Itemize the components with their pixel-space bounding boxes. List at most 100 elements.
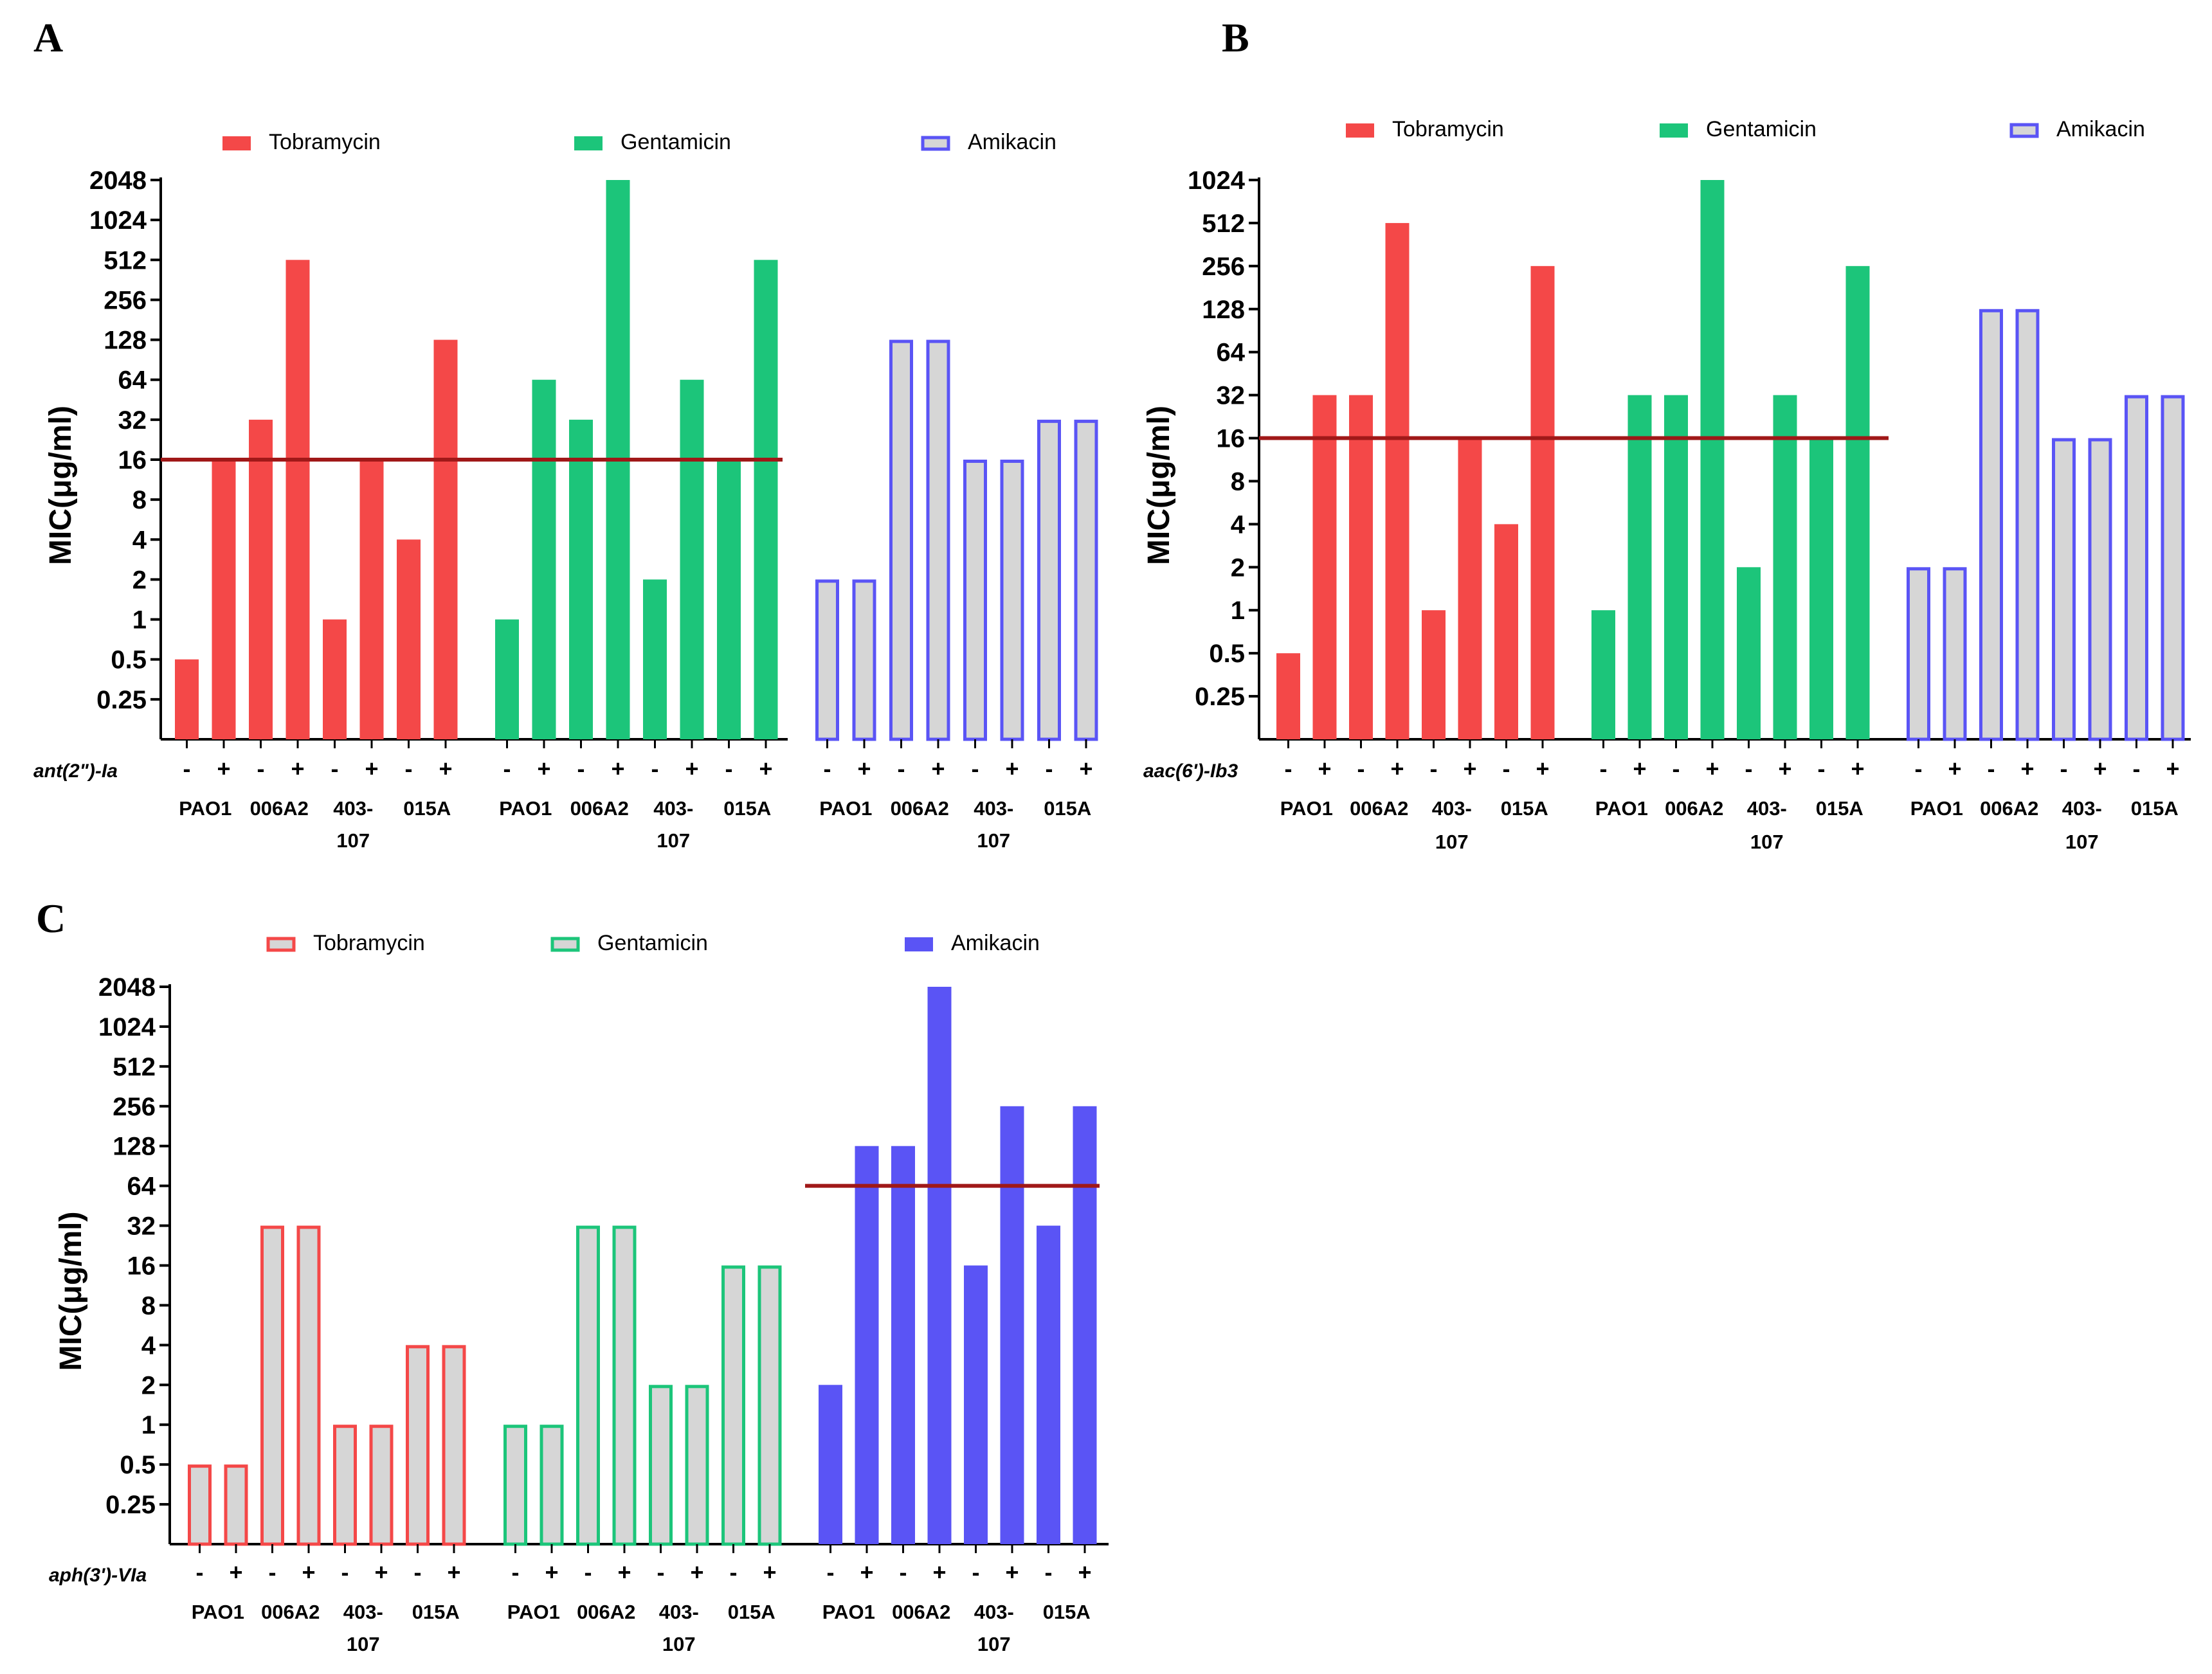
strain-label: 006A2: [892, 1601, 950, 1623]
bar-tobramycin: [1494, 524, 1518, 739]
y-axis-title: MIC(μg/ml): [54, 1212, 88, 1371]
bar-tobramycin: [397, 539, 421, 739]
pm-label: -: [341, 1559, 349, 1585]
y-tick-label: 1024: [1188, 166, 1246, 195]
legend-label-gentamicin: Gentamicin: [1706, 117, 1817, 141]
y-tick-label: 128: [113, 1133, 156, 1161]
pm-label: -: [331, 755, 339, 782]
pm-label: +: [685, 755, 698, 782]
y-axis-title: MIC(μg/ml): [44, 406, 78, 565]
pm-label: +: [1318, 755, 1331, 782]
bar-tobramycin: [1422, 610, 1446, 739]
pm-label: +: [763, 1559, 776, 1585]
bar-gentamicin: [612, 1225, 637, 1546]
y-tick-label: 2: [141, 1371, 156, 1400]
y-tick-label: 64: [118, 366, 147, 395]
pm-label: +: [291, 755, 304, 782]
pm-label: +: [439, 755, 452, 782]
strain-label: 015A: [728, 1601, 775, 1623]
y-tick-label: 16: [1217, 425, 1246, 453]
y-tick-label: 512: [104, 246, 147, 274]
bar-amikacin: [926, 339, 950, 741]
bar-gentamicin: [569, 419, 593, 739]
pm-label: +: [1705, 755, 1719, 782]
bar-amikacin: [1000, 1106, 1024, 1544]
pm-label: -: [900, 1559, 907, 1585]
pm-label: +: [365, 755, 378, 782]
y-tick-label: 0.25: [105, 1491, 156, 1519]
pm-label: -: [269, 1559, 276, 1585]
strain-label: 403-: [343, 1601, 383, 1623]
bar-tobramycin: [1530, 266, 1555, 739]
pm-label: +: [1778, 755, 1791, 782]
bar-amikacin: [963, 460, 987, 741]
panel-C: C Tobramycin Gentamicin Amikacin 0.25 0.5 1 2 4 8…: [36, 896, 1109, 1655]
legend-label-tobramycin: Tobramycin: [1392, 117, 1504, 141]
bar-tobramycin: [1276, 653, 1300, 739]
bar-tobramycin: [260, 1225, 284, 1546]
strain-label: 015A: [1816, 797, 1863, 820]
y-tick-label: 0.25: [96, 686, 147, 714]
legend-swatch-tobramycin: [222, 136, 251, 150]
strain-label: 403-: [974, 1601, 1014, 1623]
y-tick-label: 64: [127, 1173, 156, 1201]
bar-gentamicin: [1737, 567, 1761, 739]
y-tick-label: 2: [1231, 554, 1245, 582]
bar-gentamicin: [532, 379, 556, 739]
pm-label: -: [257, 755, 265, 782]
bar-amikacin: [1037, 419, 1061, 741]
bar-tobramycin: [224, 1464, 248, 1546]
bar-amikacin: [891, 1146, 915, 1544]
legend-label-gentamicin: Gentamicin: [597, 931, 708, 955]
bar-amikacin: [1073, 1106, 1097, 1544]
pm-label: +: [860, 1559, 873, 1585]
y-tick-label: 32: [127, 1212, 156, 1241]
pm-label: -: [657, 1559, 665, 1585]
legend-swatch-tobramycin: [1346, 123, 1374, 138]
strain-label: 006A2: [250, 797, 309, 820]
legend-label-amikacin: Amikacin: [951, 931, 1040, 955]
y-tick-label: 4: [132, 526, 147, 554]
y-tick-label: 128: [1202, 296, 1245, 324]
pm-label: +: [1390, 755, 1404, 782]
bar-gentamicin: [680, 379, 704, 739]
strain-label: 403-: [1747, 797, 1787, 820]
bar-tobramycin: [296, 1225, 321, 1546]
bar-amikacin: [855, 1146, 879, 1544]
strain-label: PAO1: [179, 797, 231, 820]
gene-label: ant(2")-Ia: [33, 760, 118, 782]
y-tick-label: 256: [104, 286, 147, 314]
pm-label: +: [932, 1559, 946, 1585]
strain-label: 015A: [2131, 797, 2179, 820]
pm-label: +: [1536, 755, 1549, 782]
bar-gentamicin: [685, 1385, 709, 1546]
pm-label: -: [725, 755, 733, 782]
pm-label: -: [512, 1559, 520, 1585]
pm-label: -: [1745, 755, 1753, 782]
pm-label: +: [759, 755, 772, 782]
strain-label: PAO1: [1595, 797, 1648, 820]
strain-label: 006A2: [577, 1601, 635, 1623]
pm-label: +: [617, 1559, 631, 1585]
y-tick-label: 2048: [98, 973, 156, 1002]
bar-gentamicin: [495, 619, 519, 739]
legend-swatch-amikacin: [2009, 123, 2039, 138]
strain-label: 015A: [403, 797, 451, 820]
legend-label-amikacin: Amikacin: [968, 130, 1056, 154]
pm-label: -: [503, 755, 511, 782]
strain-label: 006A2: [570, 797, 629, 820]
bar-gentamicin: [503, 1425, 527, 1546]
bar-tobramycin: [188, 1464, 212, 1546]
bar-gentamicin: [1627, 395, 1652, 739]
bar-amikacin: [927, 987, 952, 1544]
bar-tobramycin: [333, 1425, 357, 1546]
pm-label: -: [577, 755, 585, 782]
legend-swatch-gentamicin: [550, 937, 580, 952]
strain-label: PAO1: [819, 797, 872, 820]
pm-label: -: [414, 1559, 422, 1585]
y-tick-label: 8: [141, 1292, 156, 1320]
pm-label: +: [537, 755, 550, 782]
bar-gentamicin: [1664, 395, 1688, 739]
pm-label: -: [898, 755, 905, 782]
